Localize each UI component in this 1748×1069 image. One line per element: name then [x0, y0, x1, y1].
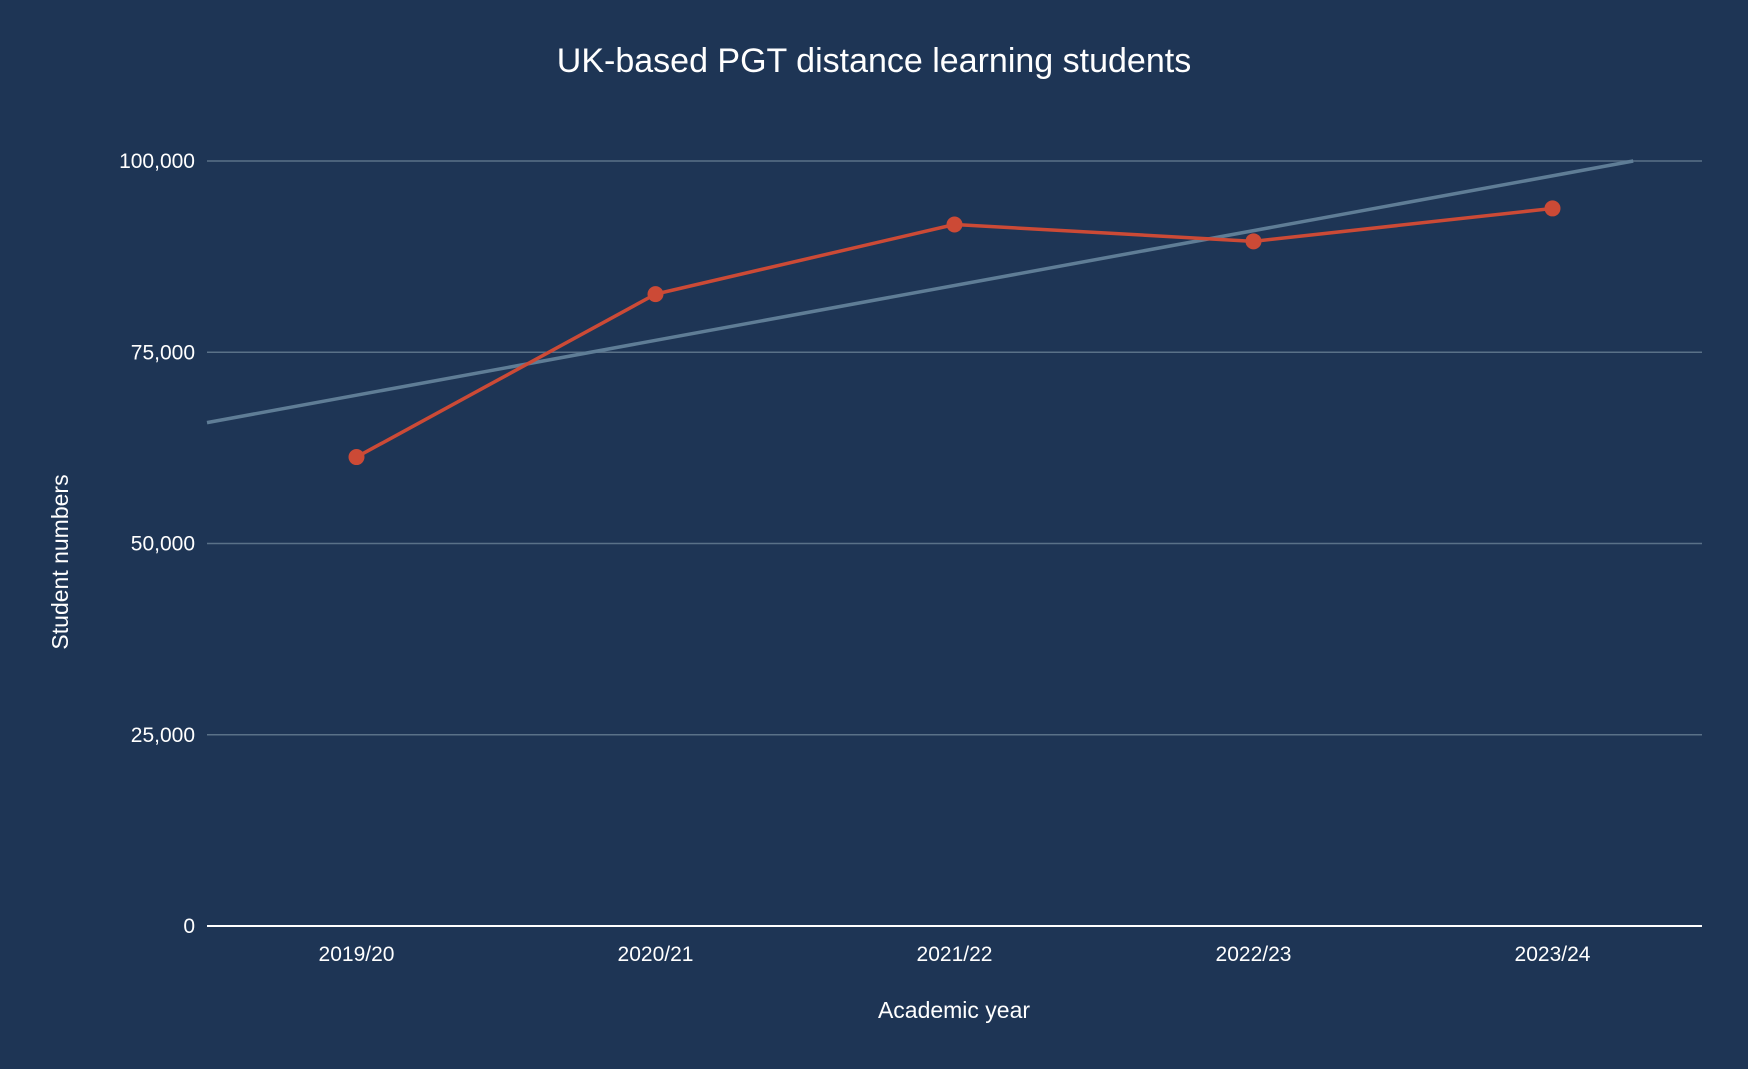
y-tick-label: 50,000	[131, 533, 195, 556]
x-axis-ticks: 2019/20 2020/21 2021/22 2022/23 2023/24	[319, 943, 1591, 966]
gridlines	[207, 160, 1702, 927]
data-point	[1245, 233, 1262, 250]
data-point	[946, 216, 963, 233]
trendline-layer	[206, 159, 1634, 425]
data-point	[348, 449, 365, 466]
y-tick-label: 0	[183, 915, 195, 938]
x-tick-label: 2019/20	[319, 943, 395, 966]
series-layer	[348, 200, 1561, 466]
x-tick-label: 2021/22	[917, 943, 993, 966]
x-tick-label: 2023/24	[1515, 943, 1591, 966]
y-tick-label: 25,000	[131, 724, 195, 747]
y-tick-label: 100,000	[119, 150, 195, 173]
series-line	[355, 206, 1553, 459]
data-point	[1544, 200, 1561, 217]
x-axis-title: Academic year	[878, 997, 1030, 1023]
x-tick-label: 2020/21	[618, 943, 694, 966]
chart-title: UK-based PGT distance learning students	[557, 42, 1191, 80]
trendline	[206, 159, 1634, 425]
y-axis-title: Student numbers	[47, 474, 73, 649]
data-point	[647, 286, 664, 303]
y-tick-label: 75,000	[131, 341, 195, 364]
x-tick-label: 2022/23	[1216, 943, 1292, 966]
y-axis-ticks: 0 25,000 50,000 75,000 100,000	[119, 150, 195, 938]
